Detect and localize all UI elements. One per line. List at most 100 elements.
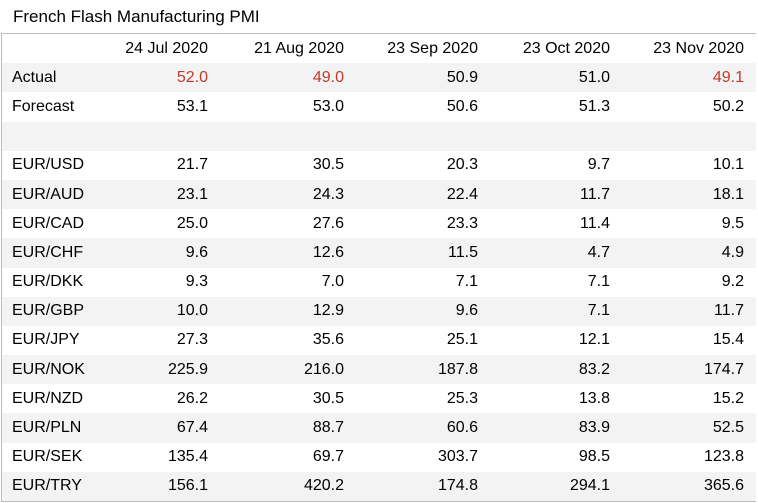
table-cell: 27.6 [312, 214, 344, 232]
table-cell [356, 121, 490, 151]
table-cell: 365.6 [622, 471, 756, 501]
table-row: EUR/USD 21.7 30.5 20.3 9.7 10.1 [2, 151, 756, 180]
table-cell: 174.8 [356, 471, 490, 501]
table-cell: 10.1 [712, 156, 744, 174]
table-cell: 12.6 [220, 238, 356, 268]
table-cell: 88.7 [220, 413, 356, 443]
table-cell: 25.3 [446, 389, 478, 407]
table-cell: 23.1 [102, 179, 220, 210]
header-row: 24 Jul 2020 21 Aug 2020 23 Sep 2020 23 O… [2, 34, 756, 63]
table-cell: 50.2 [712, 97, 744, 115]
row-label: EUR/SEK [12, 448, 83, 466]
table-row: EUR/CAD 25.0 27.6 23.3 11.4 9.5 [2, 209, 756, 238]
table-body: Actual 52.0 49.0 50.9 51.0 49.1 Forecast 53.1 53… [2, 63, 756, 501]
table-cell: 7.1 [587, 273, 610, 291]
table-cell: 83.2 [490, 355, 622, 385]
table-cell: 11.7 [490, 179, 622, 210]
table-cell: 69.7 [312, 448, 344, 466]
table-cell: 27.3 [176, 331, 208, 349]
table-cell: 25.1 [446, 331, 478, 349]
table-row: EUR/JPY 27.3 35.6 25.1 12.1 15.4 [2, 326, 756, 355]
table-cell: 25.0 [176, 214, 208, 232]
table-cell: 420.2 [220, 471, 356, 501]
table-row: Forecast 53.1 53.0 50.6 51.3 50.2 [2, 92, 756, 121]
table-cell: 60.6 [356, 413, 490, 443]
table-row [2, 121, 756, 151]
table-cell: 12.9 [220, 296, 356, 326]
row-label: EUR/GBP [2, 296, 102, 326]
table-cell: 30.5 [312, 389, 344, 407]
row-label: EUR/AUD [2, 179, 102, 210]
table-row: EUR/SEK 135.4 69.7 303.7 98.5 123.8 [2, 443, 756, 472]
table-cell: 67.4 [102, 413, 220, 443]
column-header: 24 Jul 2020 [125, 39, 208, 57]
corner-cell [2, 34, 102, 63]
row-label: EUR/DKK [12, 273, 84, 291]
table-cell: 11.4 [580, 214, 610, 232]
page-title: French Flash Manufacturing PMI [13, 7, 260, 26]
table-cell: 4.9 [622, 238, 756, 268]
table-cell: 24.3 [220, 179, 356, 210]
row-label: EUR/CHF [2, 238, 102, 268]
row-label: Forecast [12, 97, 75, 115]
table-cell: 50.6 [446, 97, 478, 115]
column-header: 23 Sep 2020 [387, 39, 478, 57]
row-label: EUR/NOK [2, 355, 102, 385]
table-row: EUR/DKK 9.3 7.0 7.1 7.1 9.2 [2, 268, 756, 297]
table-row: EUR/NZD 26.2 30.5 25.3 13.8 15.2 [2, 384, 756, 413]
table-cell [622, 121, 756, 151]
table-cell: 53.0 [312, 97, 344, 115]
table-cell: 9.7 [587, 156, 610, 174]
table-row: EUR/PLN 67.4 88.7 60.6 83.9 52.5 [2, 413, 756, 443]
table-cell: 294.1 [490, 471, 622, 501]
table-cell: 23.3 [446, 214, 478, 232]
row-label: EUR/NZD [12, 389, 84, 407]
table-cell: 13.8 [578, 389, 610, 407]
table-cell: 11.7 [622, 296, 756, 326]
column-header: 21 Aug 2020 [254, 39, 344, 57]
table-row: Actual 52.0 49.0 50.9 51.0 49.1 [2, 63, 756, 93]
table-cell: 9.6 [356, 296, 490, 326]
table-cell: 49.1 [622, 63, 756, 93]
table-row: EUR/AUD 23.1 24.3 22.4 11.7 18.1 [2, 179, 756, 210]
table-cell: 9.2 [721, 273, 744, 291]
table-cell: 7.1 [490, 296, 622, 326]
table-cell: 187.8 [356, 355, 490, 385]
table-cell: 10.0 [102, 296, 220, 326]
table-row: EUR/NOK 225.9 216.0 187.8 83.2 174.7 [2, 355, 756, 385]
table-cell: 7.0 [321, 273, 344, 291]
column-header: 23 Oct 2020 [522, 39, 610, 57]
row-label: Actual [2, 63, 102, 93]
table-cell [102, 121, 220, 151]
row-label [2, 121, 102, 151]
table-cell: 303.7 [437, 448, 478, 466]
table-cell: 51.0 [490, 63, 622, 93]
table-cell: 50.9 [356, 63, 490, 93]
row-label: EUR/PLN [2, 413, 102, 443]
table-cell: 174.7 [622, 355, 756, 385]
row-label: EUR/USD [12, 156, 85, 174]
table-cell: 156.1 [102, 471, 220, 501]
table-cell: 35.6 [312, 331, 344, 349]
table-frame [1, 33, 756, 502]
table-cell: 12.1 [578, 331, 610, 349]
table-cell: 30.5 [312, 156, 344, 174]
table-cell: 53.1 [176, 97, 208, 115]
table-cell: 18.1 [622, 179, 756, 210]
table-cell: 20.3 [446, 156, 478, 174]
table-row: EUR/GBP 10.0 12.9 9.6 7.1 11.7 [2, 296, 756, 326]
table-cell: 49.0 [220, 63, 356, 93]
table-cell: 123.8 [703, 448, 744, 466]
table-cell [490, 121, 622, 151]
table-cell: 7.1 [455, 273, 478, 291]
table-cell: 22.4 [356, 179, 490, 210]
table-cell: 26.2 [176, 389, 208, 407]
row-label: EUR/TRY [2, 471, 102, 501]
table-cell: 52.0 [102, 63, 220, 93]
table-cell [220, 121, 356, 151]
table-cell: 51.3 [578, 97, 610, 115]
table-row: EUR/CHF 9.6 12.6 11.5 4.7 4.9 [2, 238, 756, 268]
table-cell: 9.6 [102, 238, 220, 268]
table-cell: 9.5 [721, 214, 744, 232]
table-cell: 11.5 [356, 238, 490, 268]
